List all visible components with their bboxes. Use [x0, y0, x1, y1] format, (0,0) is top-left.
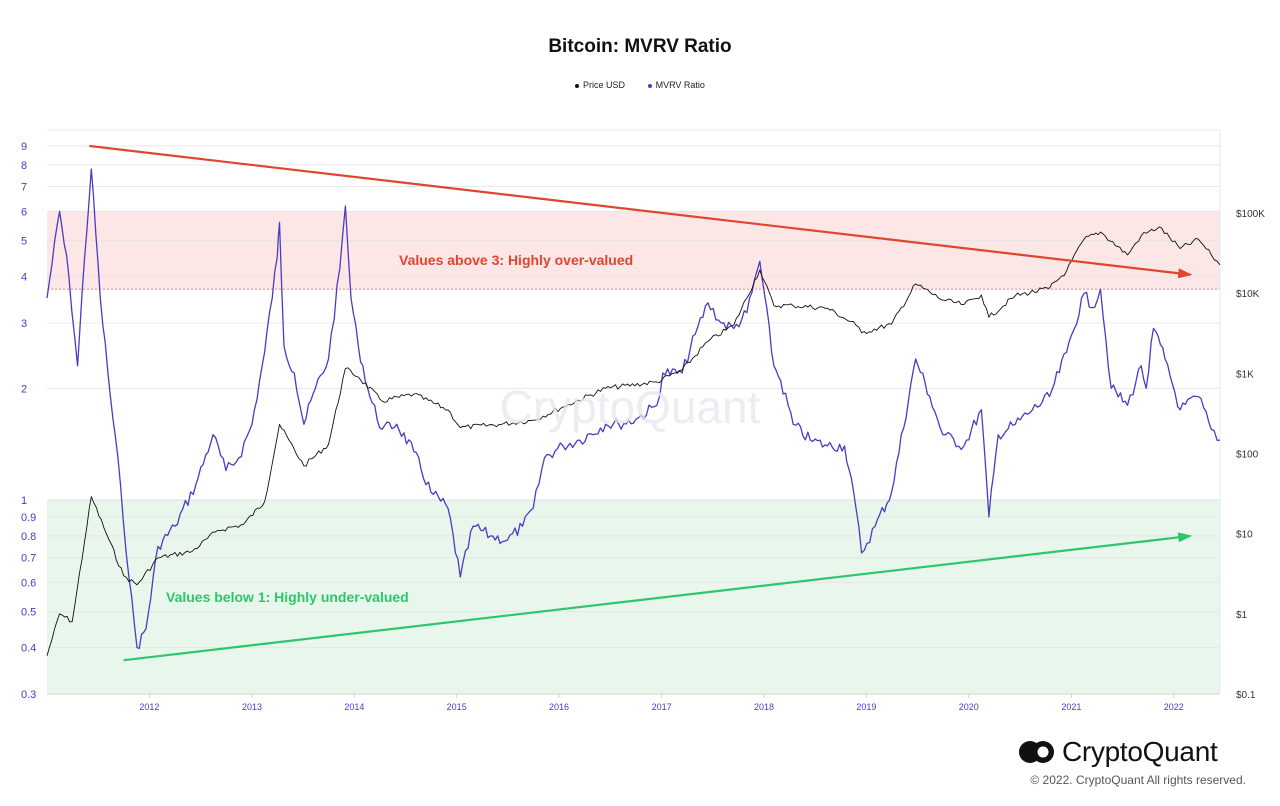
trend-arrowhead-0: [1177, 268, 1193, 279]
x-tick-label: 2021: [1061, 702, 1081, 712]
y-left-tick-label: 0.9: [21, 512, 36, 524]
x-tick-label: 2018: [754, 702, 774, 712]
trend-arrowhead-1: [1177, 532, 1193, 543]
y-left-tick-label: 8: [21, 160, 27, 172]
x-tick-label: 2012: [139, 702, 159, 712]
y-right-tick-label: $100: [1236, 450, 1259, 461]
y-left-tick-label: 0.6: [21, 577, 36, 589]
x-tick-label: 2022: [1164, 702, 1184, 712]
x-tick-label: 2015: [447, 702, 467, 712]
zone-labels-layer: Values above 3: Highly over-valued Values…: [166, 252, 633, 605]
y-right-tick-label: $1K: [1236, 369, 1254, 380]
axes-layer: 0.3 0.4 0.5 0.6 0.7 0.8 0.9 1 2 3 4 5 6 7 8 9 $0.1 $1 $10 $…: [21, 141, 1265, 712]
copyright-text: © 2022. CryptoQuant All rights reserved.: [1030, 773, 1246, 787]
y-left-tick-label: 6: [21, 206, 27, 218]
y-right-tick-label: $10K: [1236, 289, 1260, 300]
y-right-tick-label: $100K: [1236, 209, 1265, 220]
y-left-tick-label: 4: [21, 272, 27, 284]
grid-layer: [47, 129, 1221, 695]
cryptoquant-logo-icon: [1019, 741, 1054, 763]
y-left-tick-label: 5: [21, 236, 27, 248]
legend-dot-price: [575, 83, 580, 88]
zone-label-over: Values above 3: Highly over-valued: [399, 252, 633, 268]
trend-line-1: [123, 534, 1191, 662]
y-left-tick-label: 0.8: [21, 531, 36, 543]
y-right-tick-label: $10: [1236, 530, 1253, 541]
trend-layer: [89, 144, 1193, 662]
series-price-line: [46, 226, 1221, 656]
y-left-tick-label: 7: [21, 181, 27, 193]
x-tick-label: 2014: [344, 702, 364, 712]
legend-item-mvrv[interactable]: MVRV Ratio: [647, 80, 705, 90]
legend: Price USD MVRV Ratio: [0, 80, 1280, 90]
x-tick-label: 2020: [959, 702, 979, 712]
y-left-tick-label: 0.4: [21, 643, 36, 655]
y-left-tick-label: 2: [21, 383, 27, 395]
y-right-tick-label: $0.1: [1236, 690, 1256, 701]
legend-dot-mvrv: [647, 83, 652, 88]
x-tick-label: 2017: [652, 702, 672, 712]
y-left-tick-label: 0.5: [21, 607, 36, 619]
brand-block: CryptoQuant: [1018, 736, 1218, 768]
x-tick-label: 2019: [856, 702, 876, 712]
y-left-tick-label: 0.7: [21, 552, 36, 564]
x-tick-label: 2016: [549, 702, 569, 712]
zone-band-1: [47, 500, 1220, 694]
watermark: CryptoQuant: [500, 381, 761, 433]
zone-band-0: [47, 211, 1220, 290]
x-tick-label: 2013: [242, 702, 262, 712]
chart-title: Bitcoin: MVRV Ratio: [548, 36, 732, 57]
zone-label-under: Values below 1: Highly under-valued: [166, 589, 409, 605]
brand-name: CryptoQuant: [1062, 736, 1218, 767]
zones-layer: [47, 211, 1220, 694]
y-left-tick-label: 0.3: [21, 689, 36, 701]
y-right-tick-label: $1: [1236, 610, 1248, 621]
legend-item-price[interactable]: Price USD: [575, 80, 625, 90]
y-left-tick-label: 1: [21, 495, 27, 507]
series-mvrv-line: [46, 168, 1221, 650]
trend-line-0: [89, 144, 1191, 276]
legend-label-mvrv: MVRV Ratio: [655, 80, 705, 90]
y-left-tick-label: 9: [21, 141, 27, 153]
legend-label-price: Price USD: [583, 80, 626, 90]
series-layer: [46, 168, 1221, 656]
y-left-tick-label: 3: [21, 318, 27, 330]
